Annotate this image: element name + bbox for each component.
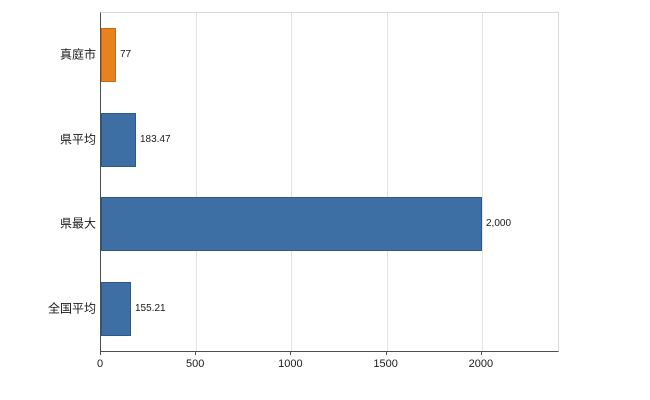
- bar-value-label: 183.47: [140, 133, 171, 145]
- x-tick: [480, 351, 482, 355]
- bar-県平均: [101, 112, 136, 167]
- x-tick-label: 1000: [278, 358, 303, 370]
- plot-area: 77 183.47 2,000 155.21: [100, 12, 559, 352]
- bar-value-label: 77: [120, 49, 132, 61]
- category-label: 県平均: [59, 132, 96, 147]
- x-tick: [100, 351, 101, 355]
- x-tick-label: 1500: [373, 358, 398, 370]
- x-tick-label: 500: [186, 358, 205, 370]
- x-tick: [385, 351, 387, 355]
- bar-真庭市: [101, 28, 116, 83]
- category-label: 県最大: [59, 216, 96, 231]
- x-tick-label: 0: [96, 358, 104, 370]
- gridline-2000: [481, 13, 483, 351]
- category-label: 真庭市: [59, 47, 96, 62]
- bar-value-label: 155.21: [135, 302, 166, 314]
- gridline-500: [196, 13, 198, 351]
- x-tick: [195, 351, 197, 355]
- x-tick: [290, 351, 292, 355]
- bar-value-label: 2,000: [486, 218, 512, 230]
- gridline-1500: [386, 13, 388, 351]
- category-label: 全国平均: [47, 301, 96, 316]
- bar-全国平均: [101, 281, 131, 336]
- x-tick-label: 2000: [468, 358, 494, 370]
- gridline-1000: [291, 13, 293, 351]
- bar-県最大: [101, 197, 482, 252]
